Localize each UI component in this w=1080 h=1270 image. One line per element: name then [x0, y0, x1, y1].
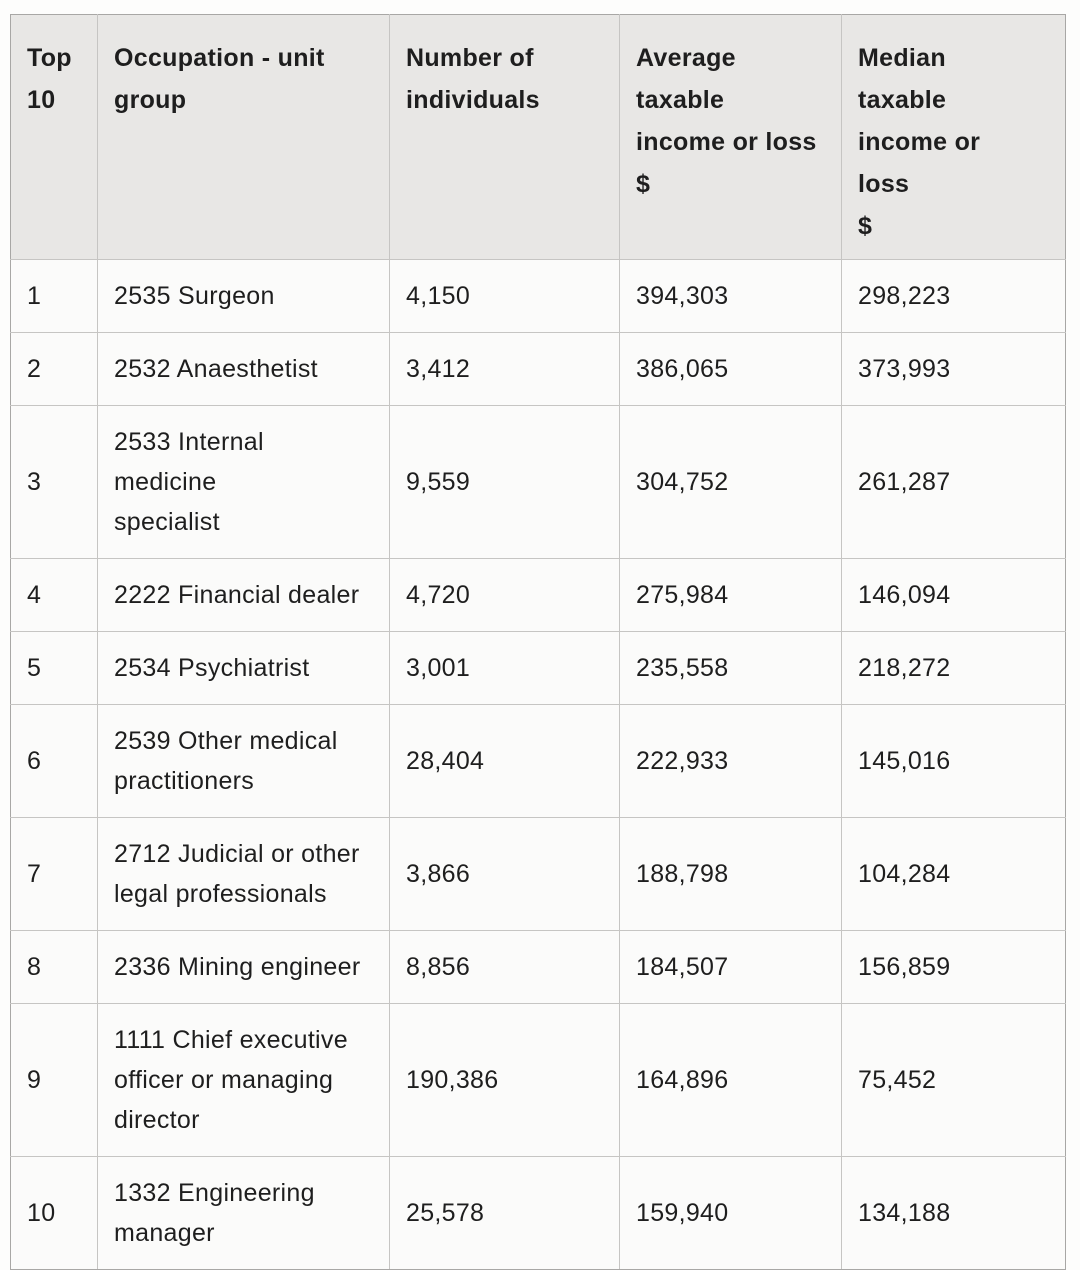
cell-average: 235,558	[619, 631, 842, 705]
cell-average: 184,507	[619, 930, 842, 1004]
cell-average: 304,752	[619, 405, 842, 559]
cell-median: 373,993	[841, 332, 1066, 406]
page: Top 10 Occupation - unit group Number of…	[10, 14, 1066, 1270]
header-row: Top 10 Occupation - unit group Number of…	[10, 14, 1066, 260]
cell-median: 75,452	[841, 1003, 1066, 1157]
cell-individuals: 190,386	[389, 1003, 620, 1157]
top10-occupations-table: Top 10 Occupation - unit group Number of…	[10, 14, 1066, 1270]
cell-individuals: 4,720	[389, 558, 620, 632]
cell-average: 275,984	[619, 558, 842, 632]
cell-rank: 4	[10, 558, 98, 632]
table-row: 6 2539 Other medical practitioners 28,40…	[10, 704, 1066, 818]
cell-average: 394,303	[619, 259, 842, 333]
cell-median: 298,223	[841, 259, 1066, 333]
cell-individuals: 3,412	[389, 332, 620, 406]
cell-rank: 3	[10, 405, 98, 559]
cell-rank: 6	[10, 704, 98, 818]
cell-rank: 2	[10, 332, 98, 406]
cell-rank: 10	[10, 1156, 98, 1270]
header-cell-average: Average taxable income or loss $	[619, 14, 842, 260]
table-row: 5 2534 Psychiatrist 3,001 235,558 218,27…	[10, 631, 1066, 705]
cell-occupation: 2539 Other medical practitioners	[97, 704, 390, 818]
cell-median: 218,272	[841, 631, 1066, 705]
cell-average: 159,940	[619, 1156, 842, 1270]
cell-median: 104,284	[841, 817, 1066, 931]
cell-individuals: 3,866	[389, 817, 620, 931]
cell-individuals: 4,150	[389, 259, 620, 333]
cell-occupation: 2336 Mining engineer	[97, 930, 390, 1004]
cell-occupation: 2712 Judicial or other legal professiona…	[97, 817, 390, 931]
table-row: 9 1111 Chief executive officer or managi…	[10, 1003, 1066, 1157]
cell-individuals: 8,856	[389, 930, 620, 1004]
cell-median: 261,287	[841, 405, 1066, 559]
cell-rank: 7	[10, 817, 98, 931]
cell-rank: 1	[10, 259, 98, 333]
cell-median: 134,188	[841, 1156, 1066, 1270]
header-cell-median: Median taxable income or loss $	[841, 14, 1066, 260]
cell-median: 145,016	[841, 704, 1066, 818]
cell-individuals: 28,404	[389, 704, 620, 818]
cell-rank: 8	[10, 930, 98, 1004]
cell-average: 164,896	[619, 1003, 842, 1157]
header-cell-occupation: Occupation - unit group	[97, 14, 390, 260]
table-row: 4 2222 Financial dealer 4,720 275,984 14…	[10, 558, 1066, 632]
cell-occupation: 1332 Engineering manager	[97, 1156, 390, 1270]
table-row: 10 1332 Engineering manager 25,578 159,9…	[10, 1156, 1066, 1270]
cell-occupation: 2534 Psychiatrist	[97, 631, 390, 705]
cell-occupation: 2222 Financial dealer	[97, 558, 390, 632]
header-cell-individuals: Number of individuals	[389, 14, 620, 260]
table-row: 1 2535 Surgeon 4,150 394,303 298,223	[10, 259, 1066, 333]
cell-occupation: 2532 Anaesthetist	[97, 332, 390, 406]
table-row: 3 2533 Internal medicine specialist 9,55…	[10, 405, 1066, 559]
cell-occupation: 1111 Chief executive officer or managing…	[97, 1003, 390, 1157]
cell-individuals: 3,001	[389, 631, 620, 705]
cell-average: 222,933	[619, 704, 842, 818]
cell-average: 386,065	[619, 332, 842, 406]
cell-median: 146,094	[841, 558, 1066, 632]
cell-rank: 5	[10, 631, 98, 705]
cell-occupation: 2535 Surgeon	[97, 259, 390, 333]
cell-occupation: 2533 Internal medicine specialist	[97, 405, 390, 559]
table-row: 2 2532 Anaesthetist 3,412 386,065 373,99…	[10, 332, 1066, 406]
table-row: 8 2336 Mining engineer 8,856 184,507 156…	[10, 930, 1066, 1004]
cell-individuals: 25,578	[389, 1156, 620, 1270]
table-row: 7 2712 Judicial or other legal professio…	[10, 817, 1066, 931]
header-cell-rank: Top 10	[10, 14, 98, 260]
cell-average: 188,798	[619, 817, 842, 931]
cell-rank: 9	[10, 1003, 98, 1157]
cell-median: 156,859	[841, 930, 1066, 1004]
cell-individuals: 9,559	[389, 405, 620, 559]
